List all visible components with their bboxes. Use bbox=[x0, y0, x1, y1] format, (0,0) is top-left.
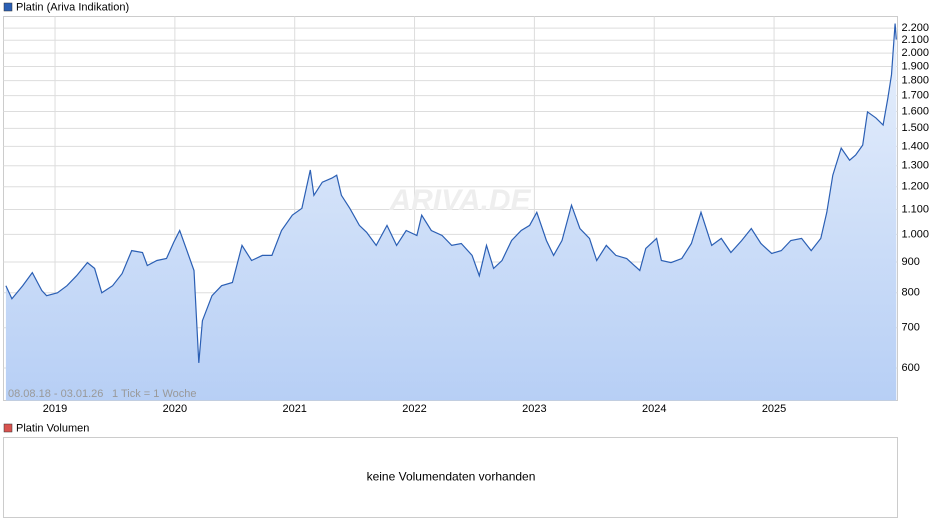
y-tick-label: 1.400 bbox=[902, 140, 930, 152]
x-tick-label: 2021 bbox=[282, 403, 306, 415]
y-tick-label: 1.500 bbox=[902, 122, 930, 134]
watermark: ARIVA.DE bbox=[388, 184, 531, 217]
volume-legend-swatch bbox=[3, 423, 13, 433]
y-tick-label: 1.300 bbox=[902, 160, 930, 172]
y-tick-label: 1.200 bbox=[902, 181, 930, 193]
volume-message: keine Volumendaten vorhanden bbox=[367, 470, 536, 484]
tick-note: 1 Tick = 1 Woche bbox=[112, 388, 196, 400]
y-tick-label: 1.100 bbox=[902, 203, 930, 215]
y-tick-label: 800 bbox=[902, 287, 920, 299]
x-tick-label: 2019 bbox=[43, 403, 67, 415]
legend-swatch bbox=[3, 2, 13, 12]
legend-label: Platin (Ariva Indikation) bbox=[16, 1, 129, 13]
y-tick-label: 1.800 bbox=[902, 75, 930, 87]
area bbox=[5, 23, 897, 401]
x-tick-label: 2024 bbox=[642, 403, 666, 415]
x-tick-label: 2025 bbox=[762, 403, 786, 415]
line bbox=[5, 23, 897, 363]
date-range: 08.08.18 - 03.01.26 bbox=[8, 388, 103, 400]
volume-legend-label: Platin Volumen bbox=[16, 422, 89, 434]
y-tick-label: 1.700 bbox=[902, 89, 930, 101]
y-tick-label: 1.600 bbox=[902, 105, 930, 117]
y-tick-label: 2.000 bbox=[902, 47, 930, 59]
y-tick-label: 2.100 bbox=[902, 34, 930, 46]
y-tick-label: 1.000 bbox=[902, 228, 930, 240]
y-tick-label: 2.200 bbox=[902, 22, 930, 34]
y-tick-label: 900 bbox=[902, 256, 920, 268]
y-tick-label: 1.900 bbox=[902, 60, 930, 72]
y-tick-label: 700 bbox=[902, 322, 920, 334]
x-tick-label: 2020 bbox=[163, 403, 187, 415]
volume-panel bbox=[3, 437, 898, 518]
x-tick-label: 2023 bbox=[522, 403, 546, 415]
x-tick-label: 2022 bbox=[402, 403, 426, 415]
y-tick-label: 600 bbox=[902, 362, 920, 374]
series bbox=[5, 23, 897, 401]
